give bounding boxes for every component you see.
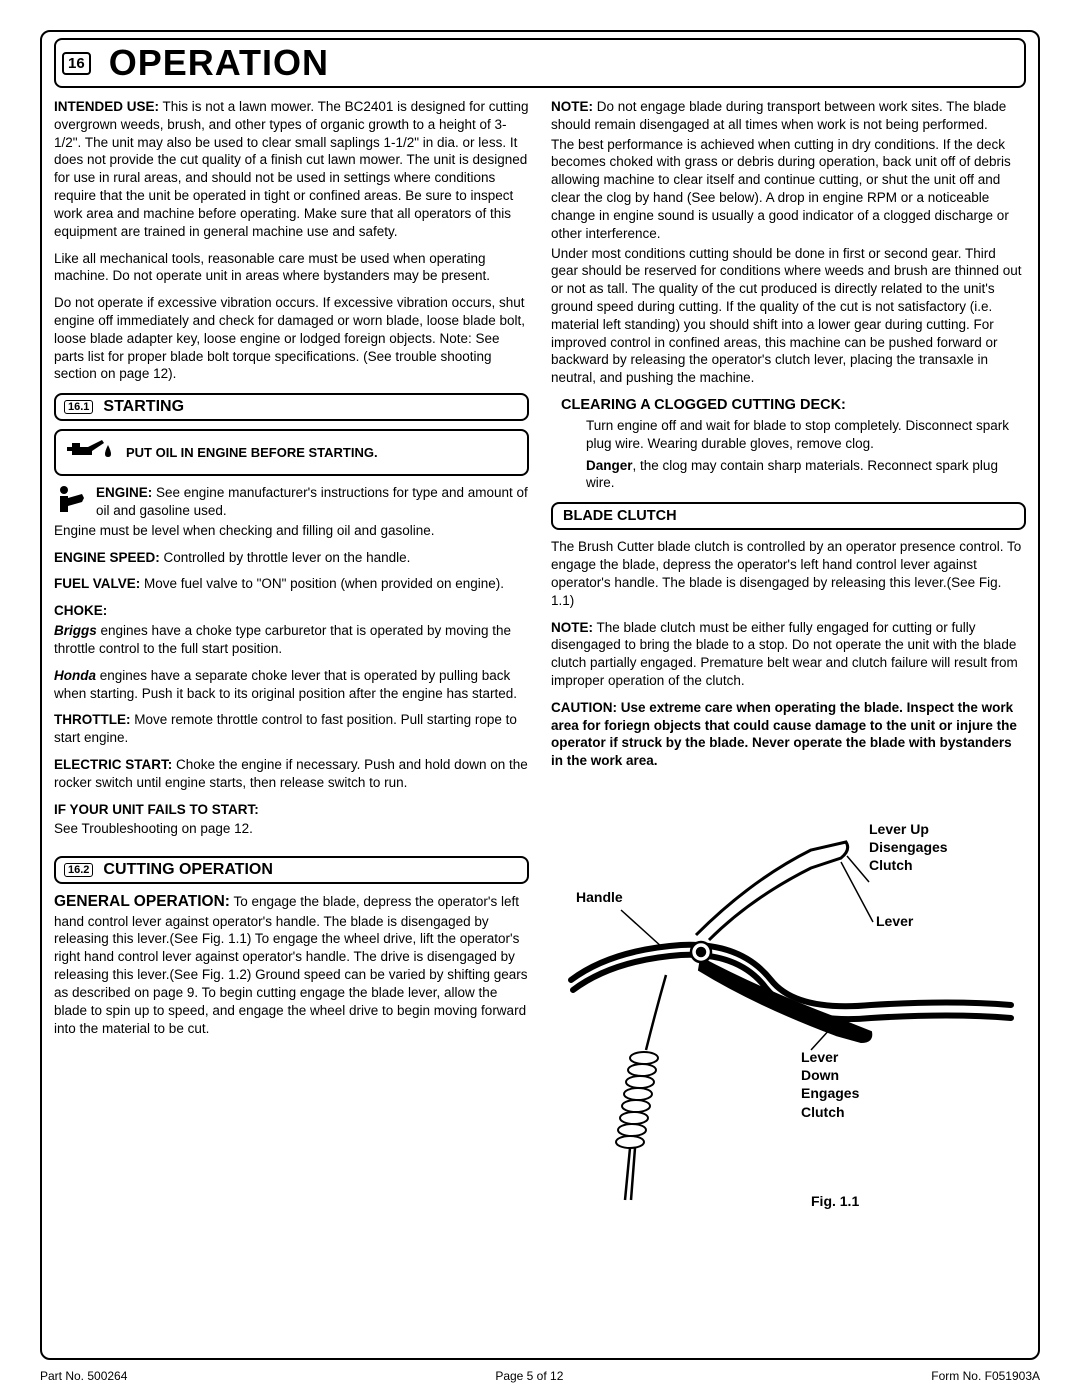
footer-form-no: Form No. F051903A: [931, 1369, 1040, 1383]
briggs-text: engines have a choke type carburetor tha…: [54, 623, 511, 656]
transport-note-label: NOTE:: [551, 99, 593, 114]
engine-speed-para: ENGINE SPEED: Controlled by throttle lev…: [54, 549, 529, 567]
section-number-badge: 16: [62, 52, 91, 75]
intended-use-label: INTENDED USE:: [54, 99, 159, 114]
clearing-danger-label: Danger: [586, 458, 633, 473]
two-column-layout: INTENDED USE: This is not a lawn mower. …: [54, 98, 1026, 1220]
starting-section-head: 16.1 STARTING: [54, 393, 529, 421]
general-operation-label: GENERAL OPERATION:: [54, 893, 230, 910]
starting-section-title: STARTING: [103, 398, 184, 416]
footer-page-no: Page 5 of 12: [495, 1369, 563, 1383]
page-footer: Part No. 500264 Page 5 of 12 Form No. F0…: [40, 1369, 1040, 1383]
engine-level-text: Engine must be level when checking and f…: [54, 522, 529, 540]
engine-instruction-row: ENGINE: See engine manufacturer's instru…: [54, 484, 529, 520]
blade-clutch-note-text: The blade clutch must be either fully en…: [551, 620, 1018, 688]
honda-label: Honda: [54, 668, 96, 683]
choke-label: CHOKE:: [54, 603, 107, 618]
blade-clutch-p1: The Brush Cutter blade clutch is control…: [551, 538, 1026, 609]
cutting-section-title: CUTTING OPERATION: [103, 861, 272, 879]
fuel-valve-text: Move fuel valve to "ON" position (when p…: [140, 576, 504, 591]
engine-text-inline: ENGINE: See engine manufacturer's instru…: [96, 484, 529, 520]
transport-note-text: Do not engage blade during transport bet…: [551, 99, 1006, 132]
honda-para: Honda engines have a separate choke leve…: [54, 667, 529, 703]
cutting-section-num: 16.2: [64, 863, 93, 877]
fig-label-handle: Handle: [576, 888, 623, 906]
intended-use-para: INTENDED USE: This is not a lawn mower. …: [54, 98, 529, 241]
briggs-para: Briggs engines have a choke type carbure…: [54, 622, 529, 658]
read-manual-icon: [54, 484, 88, 519]
section-title-bar: 16 OPERATION: [54, 38, 1026, 88]
fail-start-label: IF YOUR UNIT FAILS TO START:: [54, 802, 259, 817]
blade-clutch-head: BLADE CLUTCH: [551, 502, 1026, 530]
choke-label-para: CHOKE:: [54, 602, 529, 620]
transport-note-para: NOTE: Do not engage blade during transpo…: [551, 98, 1026, 134]
briggs-label: Briggs: [54, 623, 97, 638]
throttle-para: THROTTLE: Move remote throttle control t…: [54, 711, 529, 747]
cutting-section-head: 16.2 CUTTING OPERATION: [54, 856, 529, 884]
blade-clutch-note-para: NOTE: The blade clutch must be either fu…: [551, 619, 1026, 690]
left-column: INTENDED USE: This is not a lawn mower. …: [54, 98, 529, 1220]
fig-caption: Fig. 1.1: [811, 1192, 859, 1210]
fuel-valve-para: FUEL VALVE: Move fuel valve to "ON" posi…: [54, 575, 529, 593]
section-title: OPERATION: [109, 42, 329, 84]
fuel-valve-label: FUEL VALVE:: [54, 576, 140, 591]
right-column: NOTE: Do not engage blade during transpo…: [551, 98, 1026, 1220]
fail-start-label-para: IF YOUR UNIT FAILS TO START:: [54, 801, 529, 819]
electric-start-label: ELECTRIC START:: [54, 757, 172, 772]
clearing-danger-text: , the clog may contain sharp materials. …: [586, 458, 998, 491]
blade-caution-para: CAUTION: Use extreme care when operating…: [551, 699, 1026, 770]
starting-section-num: 16.1: [64, 400, 93, 414]
engine-label: ENGINE:: [96, 485, 152, 500]
electric-start-para: ELECTRIC START: Choke the engine if nece…: [54, 756, 529, 792]
clearing-danger-para: Danger, the clog may contain sharp mater…: [586, 457, 1026, 493]
engine-speed-label: ENGINE SPEED:: [54, 550, 160, 565]
gear-para: Under most conditions cutting should be …: [551, 245, 1026, 388]
oil-warning-text: PUT OIL IN ENGINE BEFORE STARTING.: [126, 445, 378, 460]
dry-conditions-para: The best performance is achieved when cu…: [551, 136, 1026, 243]
vibration-para: Do not operate if excessive vibration oc…: [54, 294, 529, 383]
intended-use-text: This is not a lawn mower. The BC2401 is …: [54, 99, 528, 239]
oil-can-icon: [64, 437, 116, 468]
fig-label-lever-down: Lever Down Engages Clutch: [801, 1048, 859, 1121]
general-operation-text: To engage the blade, depress the operato…: [54, 894, 528, 1035]
care-para: Like all mechanical tools, reasonable ca…: [54, 250, 529, 286]
oil-warning-box: PUT OIL IN ENGINE BEFORE STARTING.: [54, 429, 529, 476]
clearing-body-1: Turn engine off and wait for blade to st…: [586, 417, 1026, 453]
honda-text: engines have a separate choke lever that…: [54, 668, 517, 701]
handle-lever-diagram-icon: [551, 780, 1021, 1220]
footer-part-no: Part No. 500264: [40, 1369, 127, 1383]
figure-1-1: Handle Lever Up Disengages Clutch Lever …: [551, 780, 1026, 1220]
page-border: 16 OPERATION INTENDED USE: This is not a…: [40, 30, 1040, 1360]
fig-label-lever-up: Lever Up Disengages Clutch: [869, 820, 948, 875]
fail-start-text: See Troubleshooting on page 12.: [54, 820, 529, 838]
general-operation-para: GENERAL OPERATION: To engage the blade, …: [54, 892, 529, 1037]
clearing-head: CLEARING A CLOGGED CUTTING DECK:: [561, 397, 1026, 413]
engine-text1: See engine manufacturer's instructions f…: [96, 485, 528, 518]
blade-clutch-note-label: NOTE:: [551, 620, 593, 635]
engine-speed-text: Controlled by throttle lever on the hand…: [160, 550, 411, 565]
fig-label-lever: Lever: [876, 912, 913, 930]
throttle-label: THROTTLE:: [54, 712, 131, 727]
